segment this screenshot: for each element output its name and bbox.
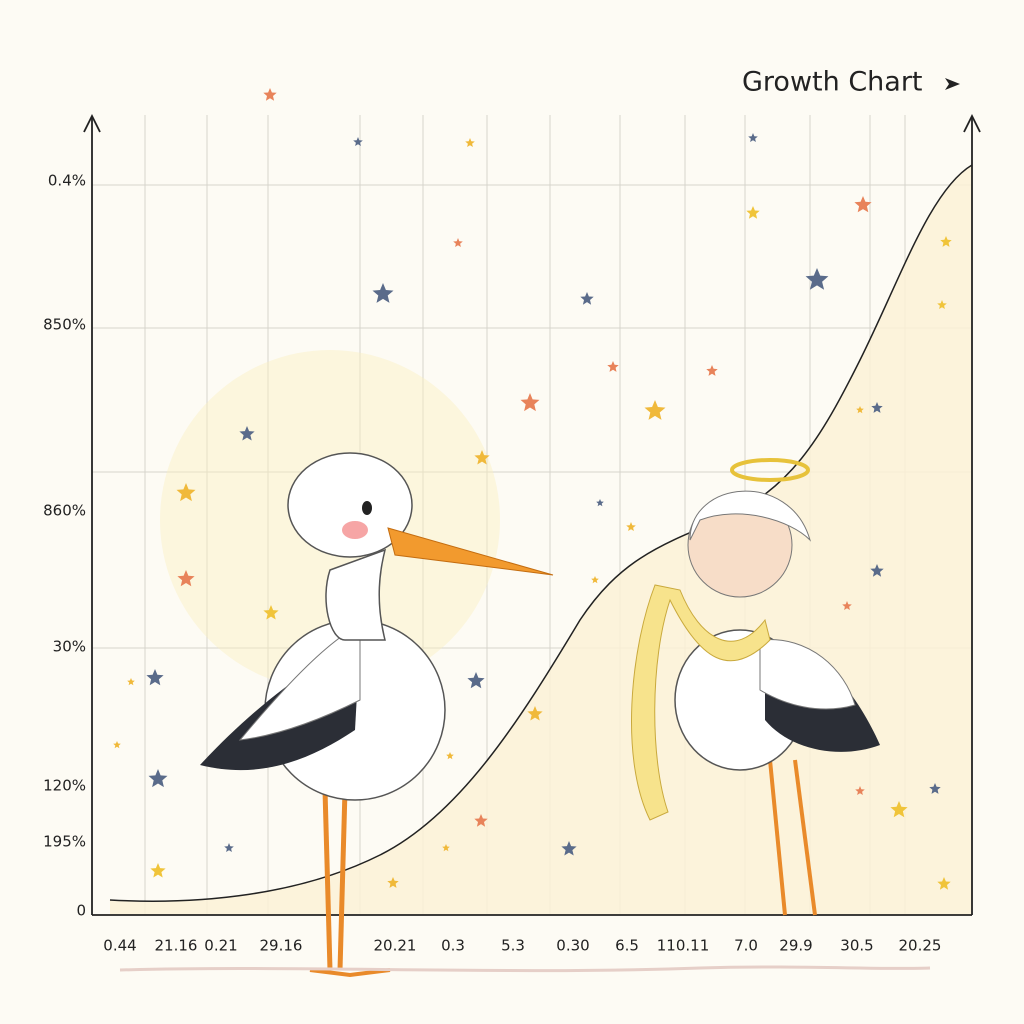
- y-axis-label: 0.4%: [48, 172, 86, 190]
- baby-wing-top: [759, 639, 856, 710]
- y-axis-label: 195%: [43, 833, 86, 851]
- star: [871, 402, 883, 413]
- axis-labels: 0.4% 850% 860% 30% 120% 195% 0 0.44 21.16 0.21 29.…: [43, 172, 941, 955]
- baby-leg: [793, 759, 817, 916]
- title-arrow: [945, 78, 960, 90]
- star: [527, 706, 543, 721]
- y-axis-label: 860%: [43, 502, 86, 520]
- star: [146, 669, 164, 686]
- star: [474, 450, 490, 465]
- chart-title: Growth Chart: [742, 67, 923, 98]
- baby-hood: [689, 490, 812, 542]
- growth-curve: [109, 164, 973, 902]
- star: [176, 483, 196, 502]
- star: [748, 133, 758, 142]
- stork-leg: [337, 789, 348, 971]
- star: [446, 752, 454, 760]
- star: [937, 877, 951, 890]
- star: [467, 672, 485, 689]
- star: [842, 601, 852, 610]
- star: [596, 499, 604, 507]
- stork-eye: [362, 501, 372, 515]
- x-axis-label: 6.5: [615, 937, 639, 955]
- star: [150, 863, 166, 878]
- star: [127, 678, 135, 686]
- star: [706, 365, 718, 376]
- x-axis-label: 7.0: [734, 937, 758, 955]
- star: [372, 283, 394, 303]
- star: [224, 843, 234, 852]
- y-axis-label: 850%: [43, 316, 86, 334]
- x-axis-label: 0.30: [556, 937, 589, 955]
- star: [263, 88, 277, 101]
- star: [387, 877, 399, 888]
- x-axis-label: 0.21: [204, 937, 237, 955]
- y-axis-label: 0: [76, 902, 86, 920]
- x-axis-label: 29.16: [260, 937, 303, 955]
- y-axis-label: 120%: [43, 777, 86, 795]
- star: [113, 741, 121, 749]
- baby-leg: [768, 759, 787, 916]
- star: [442, 844, 450, 852]
- star: [929, 783, 941, 794]
- star: [561, 841, 577, 856]
- star: [263, 605, 279, 620]
- star: [890, 801, 908, 818]
- halo: [730, 458, 810, 482]
- star: [580, 292, 594, 305]
- axes: [83, 113, 981, 916]
- stork-neck: [325, 548, 387, 641]
- star: [353, 137, 363, 146]
- x-axis-label: 110.11: [657, 937, 710, 955]
- stars: [113, 88, 952, 890]
- x-axis-label: 21.16: [155, 937, 198, 955]
- star: [239, 426, 255, 441]
- star: [626, 522, 636, 531]
- x-axis-label: 0.3: [441, 937, 465, 955]
- measuring-tape: [631, 584, 771, 821]
- stork-leg: [322, 789, 333, 971]
- x-axis-label: 20.21: [374, 937, 417, 955]
- star: [805, 268, 829, 290]
- star: [591, 576, 599, 584]
- x-axis-label: 30.5: [840, 937, 873, 955]
- stork-cheek: [342, 521, 368, 539]
- star: [937, 300, 947, 309]
- star: [148, 769, 168, 788]
- baby-stork: [631, 458, 880, 916]
- x-axis-label: 29.9: [779, 937, 812, 955]
- stork: [200, 452, 554, 978]
- star: [520, 393, 540, 412]
- right-arrow: [963, 113, 981, 133]
- star: [607, 361, 619, 372]
- star: [854, 196, 872, 213]
- x-axis-label: 5.3: [501, 937, 525, 955]
- stork-beak: [387, 527, 554, 576]
- star: [746, 206, 760, 219]
- star: [855, 786, 865, 795]
- star: [940, 236, 952, 247]
- stork-head: [287, 452, 413, 558]
- x-axis-label: 20.25: [899, 937, 942, 955]
- stork-feet: [309, 968, 391, 978]
- y-axis-label: 30%: [53, 638, 86, 656]
- x-axis-label: 0.44: [103, 937, 136, 955]
- star: [856, 406, 864, 414]
- ground-line: [119, 965, 931, 973]
- y-arrow: [83, 113, 101, 133]
- star: [644, 400, 666, 420]
- ground: [119, 965, 931, 973]
- star: [177, 570, 195, 587]
- star: [474, 814, 488, 827]
- star: [453, 238, 463, 247]
- star: [465, 138, 475, 147]
- star: [870, 564, 884, 577]
